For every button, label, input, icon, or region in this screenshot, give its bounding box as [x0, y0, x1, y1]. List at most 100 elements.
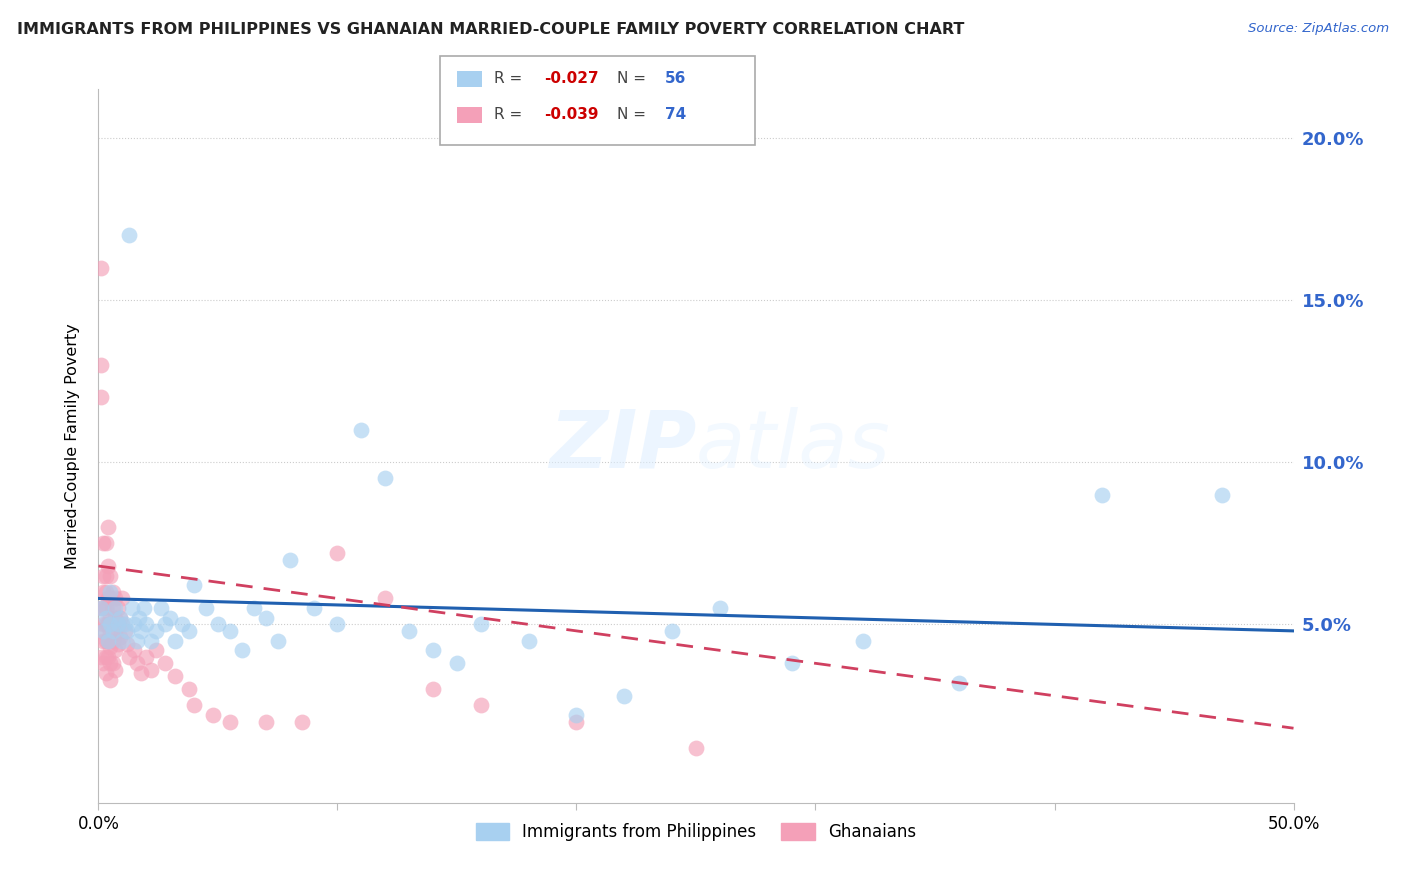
Point [254, 611, 277, 625]
Point [97, 591, 120, 606]
Point [326, 617, 349, 632]
Point [326, 546, 349, 560]
Point [243, 601, 266, 615]
Point [104, 627, 127, 641]
Point [179, 624, 201, 638]
Point [565, 714, 588, 729]
Point [155, 617, 177, 632]
Point [107, 617, 129, 632]
Point [98, 657, 122, 671]
Point [183, 578, 205, 592]
Point [107, 637, 129, 651]
Point [98, 624, 122, 638]
Text: ZIP: ZIP [548, 407, 696, 485]
Point [254, 714, 277, 729]
Point [91, 585, 114, 599]
Point [780, 657, 803, 671]
Point [125, 633, 148, 648]
Point [149, 601, 172, 615]
Point [470, 617, 492, 632]
Point [94, 649, 117, 664]
Point [685, 740, 707, 755]
Point [139, 633, 162, 648]
Point [302, 601, 325, 615]
Point [145, 643, 167, 657]
Point [90, 260, 112, 275]
Point [145, 624, 167, 638]
Point [124, 643, 146, 657]
Text: R =: R = [494, 71, 527, 86]
Point [183, 698, 205, 713]
Point [98, 617, 122, 632]
Text: Source: ZipAtlas.com: Source: ZipAtlas.com [1249, 22, 1389, 36]
Point [108, 631, 131, 645]
Point [90, 649, 112, 664]
Point [97, 559, 120, 574]
Point [101, 633, 124, 648]
Point [124, 617, 146, 632]
Point [104, 591, 127, 606]
Point [90, 601, 112, 615]
Point [422, 682, 444, 697]
Point [94, 536, 117, 550]
Point [104, 611, 127, 625]
Point [90, 624, 112, 638]
Point [104, 643, 127, 657]
Point [98, 568, 122, 582]
Point [219, 624, 242, 638]
Point [948, 675, 970, 690]
Text: 56: 56 [665, 71, 686, 86]
Point [118, 649, 141, 664]
Point [98, 673, 122, 687]
Point [91, 633, 114, 648]
Point [374, 471, 396, 485]
Legend: Immigrants from Philippines, Ghanaians: Immigrants from Philippines, Ghanaians [470, 816, 922, 848]
Point [132, 601, 155, 615]
Point [98, 591, 122, 606]
Text: R =: R = [494, 107, 527, 121]
Text: -0.027: -0.027 [544, 71, 599, 86]
Point [115, 637, 138, 651]
Point [422, 643, 444, 657]
Point [267, 633, 290, 648]
Point [94, 601, 117, 615]
Point [163, 669, 186, 683]
Point [104, 601, 127, 615]
Point [101, 657, 124, 671]
Point [94, 585, 117, 599]
Point [446, 657, 468, 671]
Point [118, 228, 141, 243]
Point [101, 585, 124, 599]
Point [90, 358, 112, 372]
Point [517, 633, 540, 648]
Point [131, 666, 153, 681]
Point [101, 617, 124, 632]
Point [97, 520, 120, 534]
Point [91, 601, 114, 615]
Point [135, 617, 157, 632]
Point [94, 611, 117, 625]
Point [163, 633, 186, 648]
Point [91, 657, 114, 671]
Point [108, 611, 131, 625]
Point [91, 617, 114, 632]
Point [98, 611, 122, 625]
Point [90, 601, 112, 615]
Point [207, 617, 229, 632]
Point [111, 633, 134, 648]
Point [94, 568, 117, 582]
Point [135, 649, 157, 664]
Point [97, 633, 120, 648]
Point [101, 601, 124, 615]
Point [231, 643, 253, 657]
Point [374, 591, 396, 606]
Point [470, 698, 492, 713]
Point [104, 663, 127, 677]
Point [125, 657, 148, 671]
Point [108, 611, 131, 625]
Text: -0.039: -0.039 [544, 107, 599, 121]
Point [128, 611, 150, 625]
Point [278, 552, 301, 566]
Text: atlas: atlas [696, 407, 891, 485]
Point [115, 624, 138, 638]
